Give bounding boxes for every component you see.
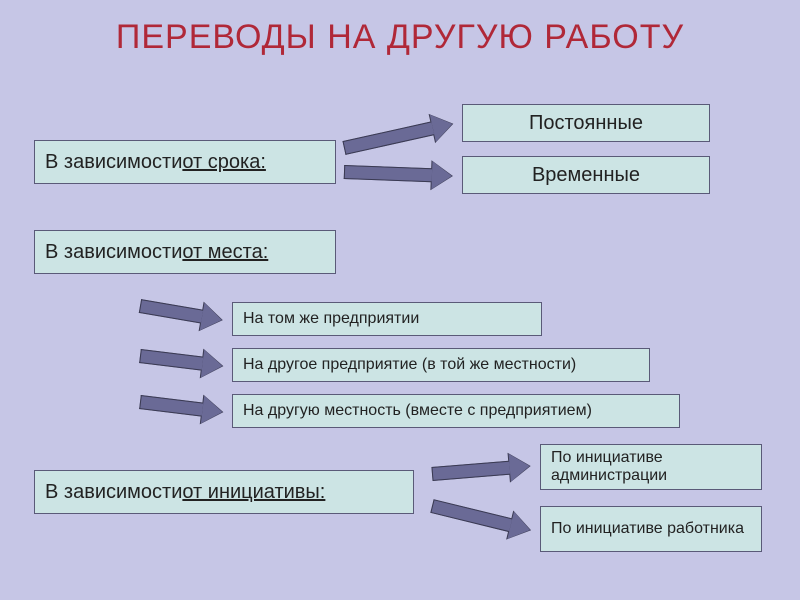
arrow-body [342, 122, 434, 155]
box-text: По инициативе администрации [551, 449, 751, 486]
box-text: На другую местность (вместе с предприяти… [243, 402, 592, 420]
box-b3: Временные [462, 156, 710, 194]
arrow-body [344, 165, 433, 182]
box-text: По инициативе работника [551, 520, 744, 538]
arrow-a5 [138, 388, 223, 426]
box-b5: На том же предприятии [232, 302, 542, 336]
box-b6: На другое предприятие (в той же местност… [232, 348, 650, 382]
arrow-body [139, 395, 203, 416]
box-text: Постоянные [529, 112, 643, 135]
arrow-head-icon [431, 161, 452, 190]
arrow-body [139, 349, 203, 370]
box-b1: В зависимости от срока: [34, 140, 336, 184]
box-text: Временные [532, 164, 640, 187]
box-b8: В зависимости от инициативы: [34, 470, 414, 514]
box-b9: По инициативе администрации [540, 444, 762, 490]
arrow-a7 [429, 492, 534, 543]
arrow-body [431, 461, 510, 481]
arrow-a3 [138, 292, 225, 334]
arrow-body [430, 499, 512, 532]
box-text: На том же предприятии [243, 310, 419, 328]
arrow-a2 [343, 158, 452, 190]
arrow-a6 [431, 452, 531, 488]
box-text-underlined: от срока: [182, 151, 266, 174]
arrow-head-icon [509, 452, 531, 482]
box-b2: Постоянные [462, 104, 710, 142]
box-b7: На другую местность (вместе с предприяти… [232, 394, 680, 428]
box-b4: В зависимости от места: [34, 230, 336, 274]
box-text-underlined: от инициативы: [182, 481, 325, 504]
arrow-a4 [138, 342, 223, 380]
arrow-head-icon [200, 350, 223, 380]
page-title: ПЕРЕВОДЫ НА ДРУГУЮ РАБОТУ [0, 0, 800, 57]
arrow-a1 [341, 110, 455, 161]
box-text: На другое предприятие (в той же местност… [243, 356, 576, 374]
arrow-body [139, 299, 204, 323]
box-text-prefix: В зависимости [45, 241, 182, 264]
box-text-underlined: от места: [182, 241, 268, 264]
box-text-prefix: В зависимости [45, 151, 182, 174]
box-text-prefix: В зависимости [45, 481, 182, 504]
box-b10: По инициативе работника [540, 506, 762, 552]
arrow-head-icon [200, 396, 223, 426]
